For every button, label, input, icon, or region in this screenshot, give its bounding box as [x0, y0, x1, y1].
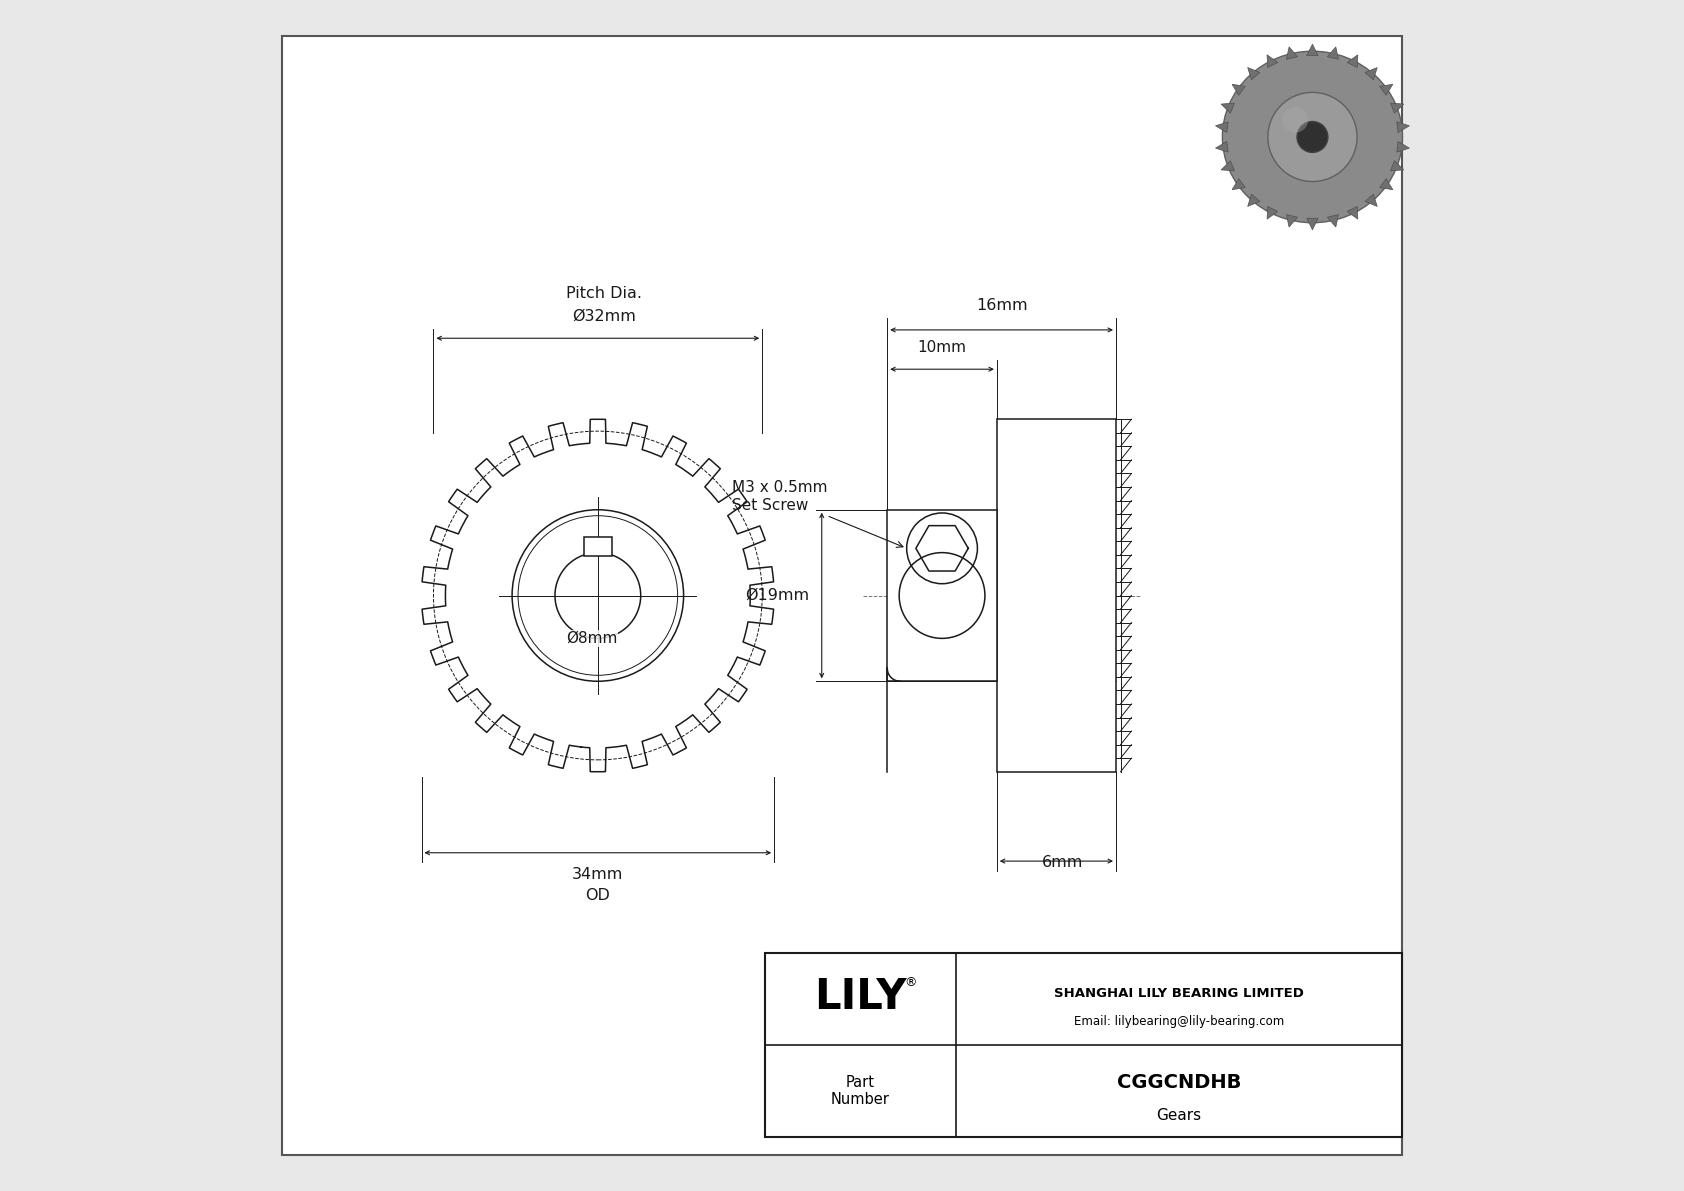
Text: ®: ® [904, 975, 916, 989]
Polygon shape [1233, 85, 1244, 95]
Polygon shape [1216, 142, 1228, 152]
Polygon shape [1221, 104, 1234, 113]
Text: 10mm: 10mm [918, 339, 967, 355]
Polygon shape [1327, 46, 1339, 60]
Ellipse shape [1223, 51, 1403, 223]
Polygon shape [1379, 179, 1393, 189]
Polygon shape [1248, 68, 1260, 80]
Polygon shape [1248, 194, 1260, 206]
Text: 34mm: 34mm [573, 867, 623, 883]
Polygon shape [1347, 206, 1357, 219]
Polygon shape [1347, 55, 1357, 68]
Polygon shape [1327, 214, 1339, 227]
Polygon shape [1233, 179, 1244, 189]
Bar [887, 510, 997, 681]
Text: CGGCNDHB: CGGCNDHB [1116, 1073, 1241, 1091]
Polygon shape [1307, 218, 1319, 230]
Polygon shape [1391, 104, 1404, 113]
Text: Pitch Dia.: Pitch Dia. [566, 286, 642, 301]
Polygon shape [1216, 121, 1228, 132]
Polygon shape [1221, 161, 1234, 170]
Text: Ø19mm: Ø19mm [746, 588, 810, 603]
Polygon shape [1307, 44, 1319, 56]
Text: Part
Number: Part Number [830, 1075, 889, 1108]
Polygon shape [1366, 194, 1378, 206]
Text: Email: lilybearing@lily-bearing.com: Email: lilybearing@lily-bearing.com [1074, 1015, 1283, 1028]
Text: M3 x 0.5mm
Set Screw: M3 x 0.5mm Set Screw [733, 480, 903, 548]
Polygon shape [1287, 46, 1297, 60]
Polygon shape [1366, 68, 1378, 80]
Text: Ø32mm: Ø32mm [573, 308, 637, 324]
Bar [765, 953, 1401, 1137]
Circle shape [1283, 107, 1308, 132]
Text: 16mm: 16mm [975, 298, 1027, 313]
Text: LILY: LILY [813, 977, 906, 1018]
Text: SHANGHAI LILY BEARING LIMITED: SHANGHAI LILY BEARING LIMITED [1054, 987, 1303, 1000]
Circle shape [1268, 93, 1357, 181]
Polygon shape [1266, 206, 1278, 219]
Polygon shape [1266, 55, 1278, 68]
Text: OD: OD [586, 888, 610, 904]
Polygon shape [1391, 161, 1404, 170]
Bar [997, 419, 1116, 772]
Polygon shape [1396, 121, 1410, 132]
Bar [584, 537, 611, 556]
Text: 6mm: 6mm [1042, 855, 1083, 871]
Text: Gears: Gears [1157, 1108, 1201, 1123]
Polygon shape [1396, 142, 1410, 152]
Text: Ø8mm: Ø8mm [566, 631, 618, 646]
Polygon shape [1287, 214, 1297, 227]
Polygon shape [1379, 85, 1393, 95]
Circle shape [1297, 121, 1329, 152]
